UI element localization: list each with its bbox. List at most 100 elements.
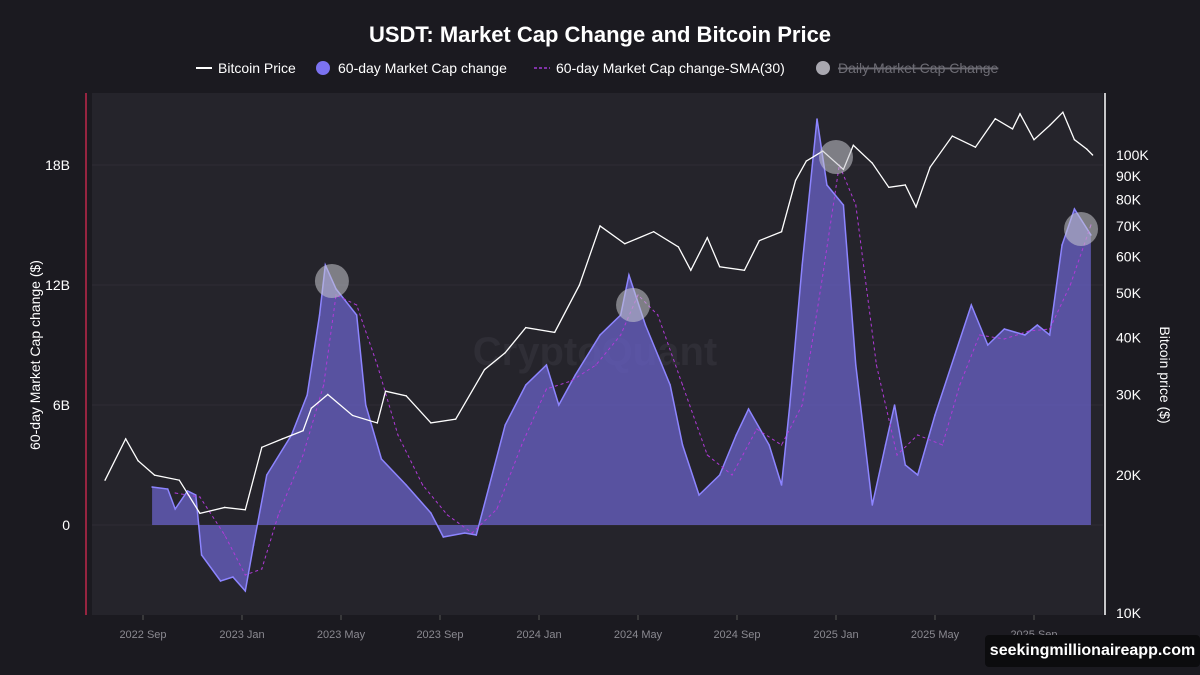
bitcoin-price-point <box>405 395 407 397</box>
bitcoin-price-point <box>599 225 601 227</box>
market-cap-point <box>265 474 268 476</box>
market-cap-point <box>780 484 783 486</box>
market-cap-point <box>380 458 383 460</box>
market-cap-point <box>801 264 803 266</box>
market-cap-point <box>355 314 358 316</box>
x-tick-label: 2023 Jan <box>219 629 264 641</box>
y-tick-label: 12B <box>45 277 70 293</box>
market-cap-change-area <box>152 119 1091 591</box>
bitcoin-price-point <box>904 184 906 186</box>
sma-point <box>595 364 597 366</box>
bitcoin-price-point <box>929 166 931 169</box>
bitcoin-price-point <box>718 266 721 268</box>
sma-point <box>261 568 263 570</box>
sma-point <box>199 496 201 498</box>
sma-point <box>801 404 803 406</box>
sma-point <box>446 514 449 516</box>
sma-point <box>224 534 226 536</box>
market-cap-point <box>405 484 407 486</box>
sma-point <box>620 334 622 336</box>
sma-point <box>422 484 424 486</box>
sma-point <box>244 574 246 576</box>
market-cap-point <box>488 484 491 486</box>
bitcoin-price-point <box>104 479 106 481</box>
x-tick-label: 2022 Sep <box>119 629 166 641</box>
market-cap-point <box>244 590 247 592</box>
highlight-marker <box>1064 212 1099 246</box>
market-cap-point <box>574 374 577 376</box>
legend: Bitcoin Price 60-day Market Cap change 60-… <box>196 60 999 76</box>
bitcoin-price-point <box>137 460 139 462</box>
bitcoin-price-point <box>281 438 284 440</box>
x-tick-label: 2023 May <box>317 629 366 641</box>
bitcoin-price-point <box>652 231 655 233</box>
market-cap-point <box>599 334 601 336</box>
bitcoin-price-point <box>994 118 996 120</box>
bitcoin-price-point <box>553 331 556 334</box>
y2-tick-label: 20K <box>1116 467 1142 483</box>
y-tick-label: 6B <box>53 397 70 413</box>
sma-point <box>302 454 304 456</box>
market-cap-point <box>318 314 321 316</box>
market-cap-point <box>1036 324 1039 326</box>
market-cap-point <box>681 444 684 446</box>
market-cap-point <box>186 490 189 492</box>
market-cap-point <box>669 384 671 386</box>
bitcoin-price-point <box>951 135 954 137</box>
sma-point <box>1069 284 1071 286</box>
sma-point <box>731 474 733 476</box>
bitcoin-price-point <box>677 246 680 248</box>
legend-item[interactable]: Bitcoin Price <box>196 60 296 76</box>
legend-item[interactable]: 60-day Market Cap change <box>316 60 507 76</box>
legend-circle-icon <box>816 61 830 75</box>
sma-point <box>706 454 708 456</box>
y2-tick-label: 10K <box>1116 605 1142 621</box>
market-cap-point <box>698 494 700 496</box>
legend-label: Bitcoin Price <box>218 60 296 76</box>
market-cap-point <box>1024 334 1026 336</box>
bitcoin-price-point <box>483 368 486 371</box>
market-cap-point <box>463 532 466 534</box>
market-cap-point <box>232 576 234 578</box>
market-cap-point <box>826 184 828 186</box>
bitcoin-price-point <box>504 352 506 354</box>
market-cap-point <box>174 508 176 510</box>
bitcoin-price-point <box>1086 148 1088 150</box>
market-cap-point <box>151 486 153 488</box>
sma-point <box>681 384 684 386</box>
highlight-marker <box>314 264 349 298</box>
market-cap-point <box>219 580 222 582</box>
sma-point <box>855 204 857 206</box>
bitcoin-price-point <box>624 243 626 245</box>
y-axis-label: 60-day Market Cap change ($) <box>27 260 43 450</box>
market-cap-point <box>970 304 973 306</box>
market-cap-point <box>893 404 896 406</box>
sma-point <box>521 444 523 446</box>
sma-point <box>570 380 572 382</box>
bitcoin-price-point <box>261 446 263 449</box>
y-tick-label: 18B <box>45 157 70 173</box>
market-cap-point <box>855 364 857 366</box>
legend-item[interactable]: Daily Market Cap Change <box>816 60 999 76</box>
y-tick-label: 0 <box>62 517 70 533</box>
sma-point <box>875 364 878 366</box>
sma-point <box>917 434 919 436</box>
sma-point <box>780 444 783 446</box>
market-cap-point <box>747 408 750 410</box>
market-cap-point <box>442 536 445 538</box>
sma-point <box>978 334 981 336</box>
bitcoin-price-point <box>871 162 873 164</box>
x-tick-label: 2024 Sep <box>713 629 760 641</box>
y2-tick-label: 90K <box>1116 168 1142 184</box>
market-cap-point <box>200 554 203 556</box>
bitcoin-price-point <box>302 430 304 432</box>
market-cap-point <box>871 504 874 506</box>
legend-item[interactable]: 60-day Market Cap change-SMA(30) <box>534 60 785 76</box>
y2-tick-label: 100K <box>1116 147 1149 163</box>
market-cap-point <box>558 404 560 406</box>
y2-tick-label: 80K <box>1116 191 1142 207</box>
sma-point <box>323 384 325 386</box>
x-tick-label: 2024 Jan <box>516 629 561 641</box>
market-cap-point <box>1003 328 1006 330</box>
